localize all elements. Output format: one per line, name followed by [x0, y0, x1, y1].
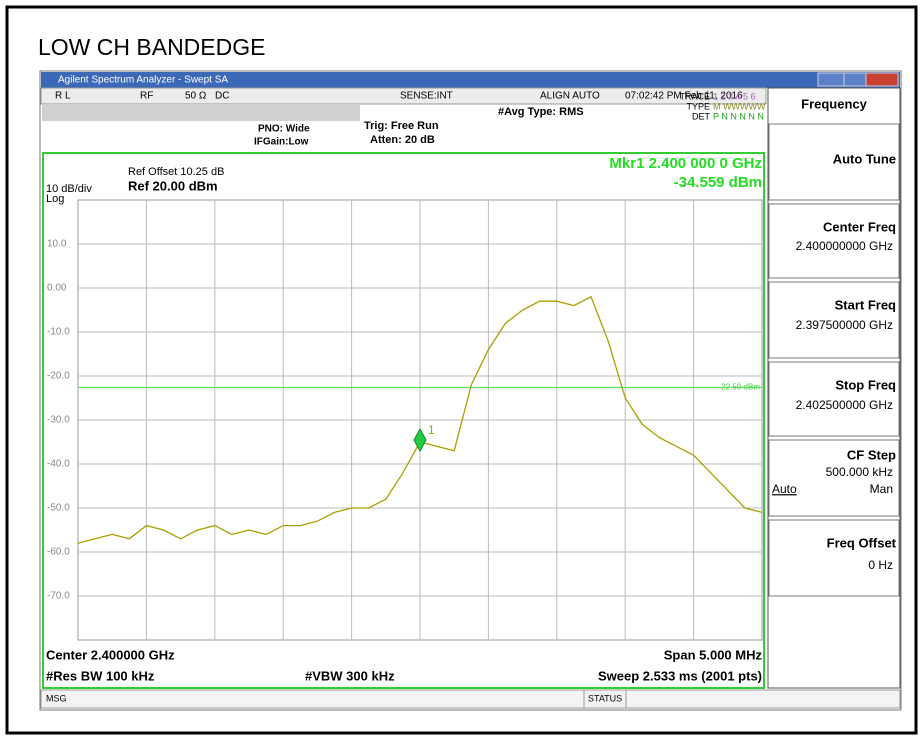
softkey[interactable] [768, 361, 900, 437]
avg-type: #Avg Type: RMS [498, 106, 584, 118]
softkey-label: Stop Freq [835, 377, 896, 392]
y-tick-label: -60.0 [47, 547, 70, 558]
softkey-value: 500.000 kHz [826, 465, 893, 479]
impedance: 50 Ω [185, 91, 207, 102]
coupling: DC [215, 91, 229, 102]
y-tick-label: 0.00 [47, 283, 67, 294]
window-title: Agilent Spectrum Analyzer - Swept SA [58, 75, 228, 86]
softkey-label: Auto Tune [833, 151, 896, 166]
log-label: Log [46, 193, 64, 205]
res-bw: #Res BW 100 kHz [46, 668, 155, 683]
softkey-value: 2.402500000 GHz [796, 398, 893, 412]
softkey-label: Freq Offset [827, 535, 897, 550]
title-bar [41, 72, 900, 88]
trace-label: TRACE [679, 91, 710, 101]
display-line-label: -22.59 dBm [719, 383, 761, 392]
det-label: DET [692, 111, 711, 121]
rf: RF [140, 91, 153, 102]
page-border [5, 5, 918, 735]
minimize-button[interactable] [817, 72, 845, 87]
maximize-button[interactable] [843, 72, 867, 87]
sense: SENSE:INT [400, 91, 453, 102]
marker-number: 1 [428, 423, 435, 437]
y-tick-label: -40.0 [47, 459, 70, 470]
softkey[interactable] [768, 123, 900, 201]
input-bar [42, 104, 360, 121]
msg: MSG [46, 693, 67, 703]
menu-header: Frequency [801, 96, 868, 111]
ifgain: IFGain:Low [254, 137, 309, 148]
pno: PNO: Wide [258, 124, 310, 135]
y-tick-label: 10.0 [47, 239, 67, 250]
marker-freq: Mkr1 2.400 000 0 GHz [609, 155, 762, 172]
softkey[interactable] [768, 281, 900, 359]
y-tick-label: -50.0 [47, 503, 70, 514]
rl: R L [55, 91, 71, 102]
scale: 10 dB/div [46, 183, 92, 195]
sweep: Sweep 2.533 ms (2001 pts) [598, 668, 762, 683]
softkey-label: Start Freq [835, 297, 896, 312]
softkey-value: 2.400000000 GHz [796, 239, 893, 253]
trig: Trig: Free Run [364, 120, 439, 132]
softkey-value: 2.397500000 GHz [796, 318, 893, 332]
page-title: LOW CH BANDEDGE [38, 34, 265, 60]
y-tick-label: -10.0 [47, 327, 70, 338]
plot: 10.0 0.00 -10.0 -20.0 -30.0 -40.0 -50.0 -60.0 -7… [47, 199, 763, 641]
datetime: 07:02:42 PM Feb 11, 2016 [625, 91, 743, 102]
span: Span 5.000 MHz [664, 647, 763, 662]
softkey-label: Center Freq [823, 219, 896, 234]
man-option: Man [870, 482, 893, 496]
det-val: P N N N N N [713, 111, 764, 121]
ref-level: Ref 20.00 dBm [128, 178, 218, 193]
softkey[interactable] [768, 203, 900, 279]
auto-option: Auto [772, 482, 797, 496]
type-label: TYPE [686, 101, 710, 111]
marker-amp: -34.559 dBm [674, 174, 762, 191]
close-button[interactable] [865, 72, 899, 87]
trace-nums: 1 2 3 4 5 6 [713, 91, 756, 101]
y-tick-label: -20.0 [47, 371, 70, 382]
status: STATUS [588, 693, 622, 703]
atten: Atten: 20 dB [370, 134, 435, 146]
softkey-value: 0 Hz [868, 558, 893, 572]
ref-offset: Ref Offset 10.25 dB [128, 166, 224, 178]
status-row [40, 87, 767, 105]
align: ALIGN AUTO [540, 91, 600, 102]
type-val: M WWWWW [713, 101, 766, 111]
softkey[interactable] [768, 519, 900, 597]
center-freq: Center 2.400000 GHz [46, 647, 175, 662]
y-tick-label: -70.0 [47, 591, 70, 602]
marker [413, 428, 427, 453]
vbw: #VBW 300 kHz [305, 668, 395, 683]
softkey[interactable] [768, 439, 900, 517]
message-bar [40, 689, 901, 709]
softkey-label: CF Step [847, 447, 896, 462]
y-tick-label: -30.0 [47, 415, 70, 426]
